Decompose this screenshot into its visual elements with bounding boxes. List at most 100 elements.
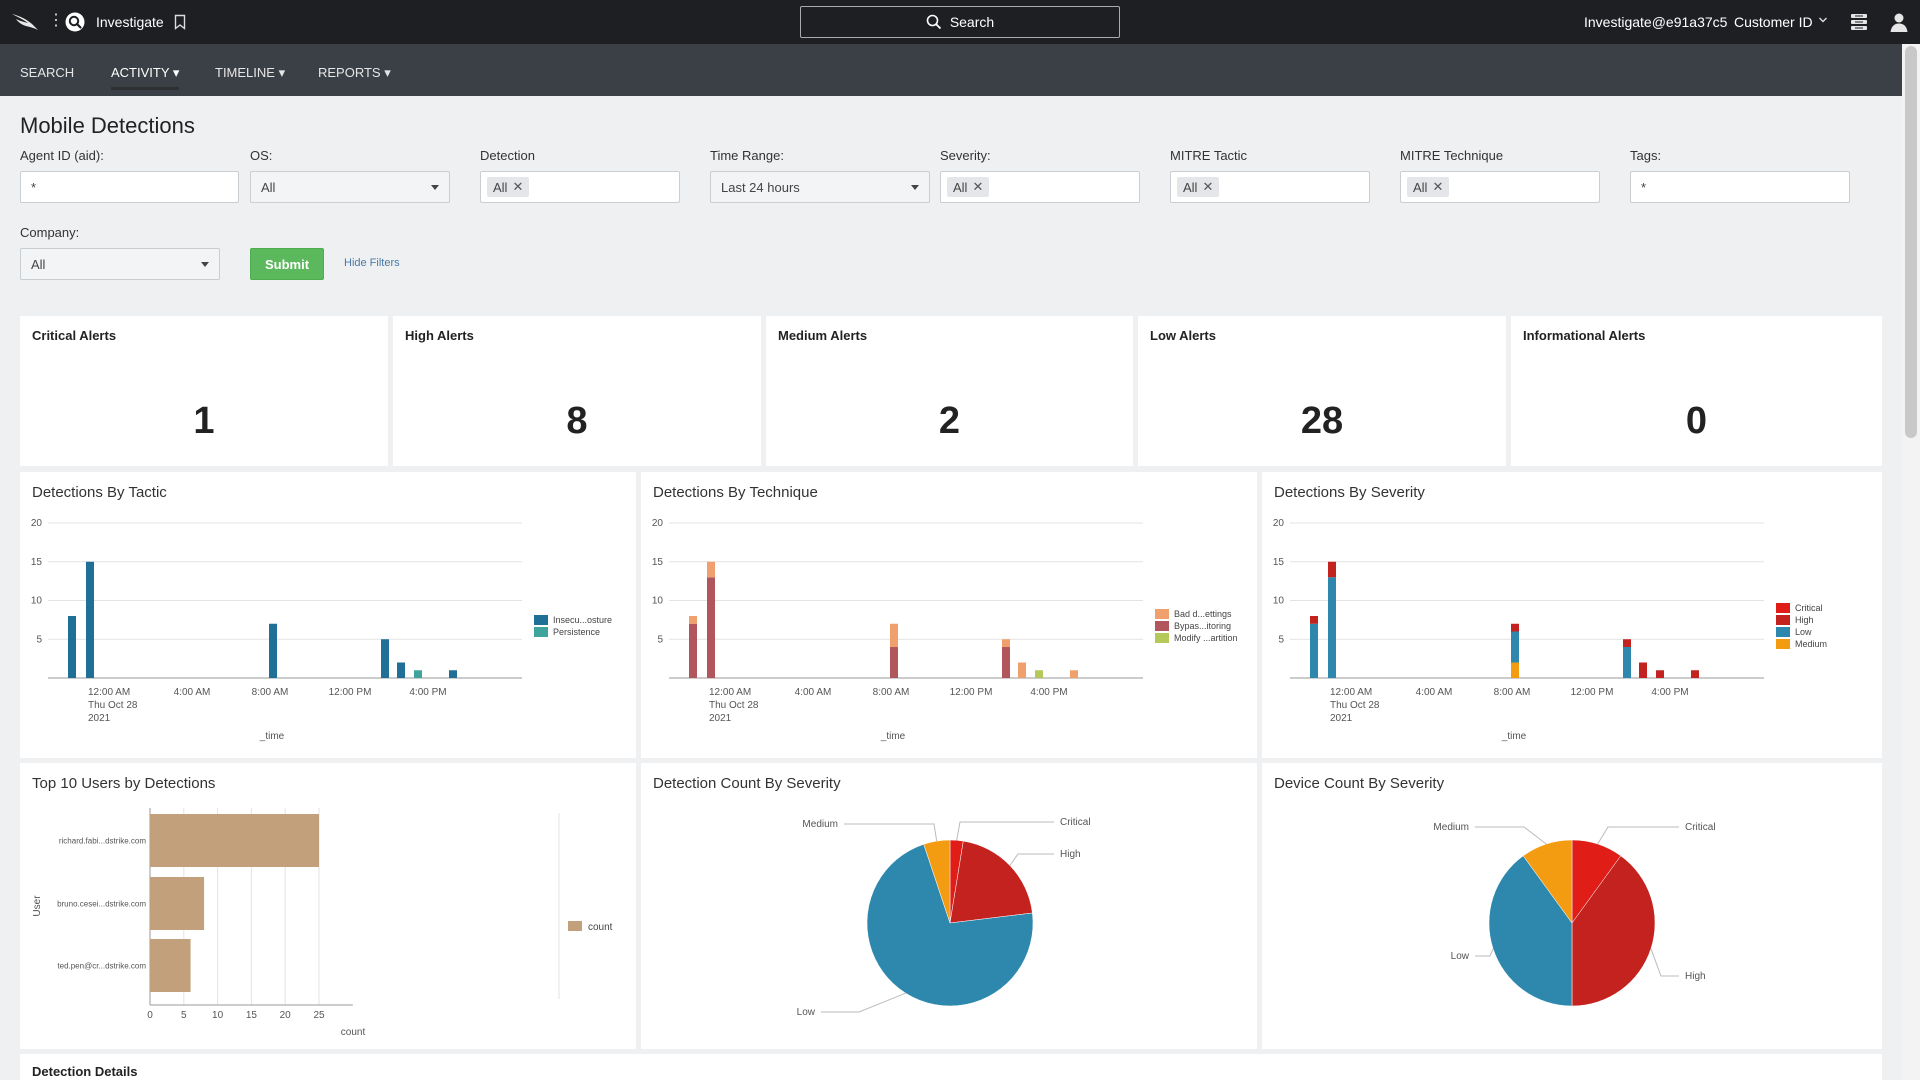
x-tick-label: 4:00 AM <box>174 687 211 698</box>
legend-swatch <box>1776 603 1790 613</box>
nav-activity[interactable]: ACTIVITY ▾ <box>111 65 180 90</box>
detections-by-technique-chart[interactable]: 5 10 15 20 12:00 AM Thu Oct 28 2021 4:00 AM 8:00… <box>641 472 1257 758</box>
x-tick-label: 5 <box>181 1010 187 1021</box>
severity-token[interactable]: All ✕ <box>947 177 990 197</box>
low-alerts-card[interactable]: Low Alerts 28 <box>1138 316 1506 466</box>
time-range-dropdown[interactable]: Last 24 hours <box>710 171 930 203</box>
bar-segment <box>1623 639 1631 647</box>
user-account[interactable]: Investigate@e91a37c5 <box>1584 14 1728 30</box>
remove-token-icon[interactable]: ✕ <box>972 179 984 194</box>
pie-label: Low <box>1451 951 1470 962</box>
token-label: All <box>493 179 508 195</box>
x-tick-label: 8:00 AM <box>873 687 910 698</box>
bar-segment <box>1002 639 1010 647</box>
user-bar <box>150 814 319 867</box>
legend-swatch <box>568 921 582 931</box>
time-range-label: Time Range: <box>710 148 784 163</box>
app-title: Investigate <box>96 14 164 30</box>
card-title: Low Alerts <box>1150 328 1216 343</box>
x-tick-label: 12:00 PM <box>950 687 993 698</box>
nav-search[interactable]: SEARCH <box>20 65 75 80</box>
detection-multiselect[interactable]: All ✕ <box>480 171 680 203</box>
bar-segment <box>1511 662 1519 678</box>
remove-token-icon[interactable]: ✕ <box>512 179 524 194</box>
bar-segment <box>449 670 457 678</box>
card-value: 0 <box>1685 400 1708 442</box>
critical-alerts-card[interactable]: Critical Alerts 1 <box>20 316 388 466</box>
global-search-button[interactable]: Search <box>800 6 1120 38</box>
stacked-layers-icon[interactable] <box>1849 12 1869 32</box>
page-title: Mobile Detections <box>20 113 195 138</box>
detection-token[interactable]: All ✕ <box>487 177 530 197</box>
os-dropdown[interactable]: All <box>250 171 450 203</box>
company-dropdown[interactable]: All <box>20 248 220 280</box>
remove-token-icon[interactable]: ✕ <box>1432 179 1444 194</box>
mitre-tactic-token[interactable]: All ✕ <box>1177 177 1220 197</box>
mitre-technique-multiselect[interactable]: All ✕ <box>1400 171 1600 203</box>
x-tick-label: 4:00 PM <box>1651 687 1688 698</box>
pie-leader-line <box>844 823 938 842</box>
bar-segment <box>1035 670 1043 678</box>
y-tick-label: 5 <box>657 634 663 645</box>
top-bar: ⋮ Investigate Search Investigate@e91a37c… <box>0 0 1920 44</box>
falcon-logo-icon[interactable] <box>10 10 40 32</box>
bar-segment <box>269 623 277 678</box>
panel-title: Detection Count By Severity <box>653 775 841 792</box>
x-tick-label: 12:00 AM Thu Oct 28 2021 <box>88 687 138 724</box>
mitre-technique-label: MITRE Technique <box>1400 148 1504 163</box>
agent-id-input[interactable]: * <box>20 171 239 203</box>
card-title: Informational Alerts <box>1523 328 1646 343</box>
card-value: 8 <box>566 400 588 442</box>
kebab-menu-icon[interactable]: ⋮ <box>48 12 64 29</box>
nav-reports[interactable]: REPORTS ▾ <box>318 65 391 80</box>
bookmark-icon[interactable] <box>174 14 186 30</box>
nav-timeline[interactable]: TIMELINE ▾ <box>215 65 286 80</box>
pie-label: Critical <box>1060 817 1091 828</box>
device-count-pie[interactable]: Critical High Low Medium <box>1262 763 1882 1049</box>
detection-count-pie[interactable]: Critical High Low Medium <box>641 763 1257 1049</box>
pie-leader-line <box>1597 826 1679 845</box>
pie-slice <box>1522 839 1573 924</box>
hide-filters-link[interactable]: Hide Filters <box>344 257 400 269</box>
high-alerts-card[interactable]: High Alerts 8 <box>393 316 761 466</box>
scrollbar-thumb[interactable] <box>1905 46 1917 438</box>
customer-id-selector[interactable]: Customer ID <box>1734 14 1813 30</box>
remove-token-icon[interactable]: ✕ <box>1202 179 1214 194</box>
card-value: 28 <box>1300 400 1344 442</box>
detections-by-severity-chart[interactable]: 5 10 15 20 12:00 AM Thu Oct 28 2021 4:00 AM 8:00… <box>1262 472 1882 758</box>
bar-segment <box>414 670 422 678</box>
company-value: All <box>31 257 46 272</box>
legend-label: High <box>1795 615 1814 625</box>
chevron-down-icon[interactable] <box>1818 15 1828 25</box>
top-users-panel: Top 10 Users by Detections 0 5 10 15 20 25 ric… <box>20 763 636 1049</box>
tags-input[interactable]: * <box>1630 171 1850 203</box>
top-users-chart[interactable]: 0 5 10 15 20 25 richard.fabi...dstrike.com brun… <box>20 763 636 1049</box>
token-label: All <box>953 179 968 195</box>
bar-segment <box>1070 670 1078 678</box>
detections-by-technique-panel: Detections By Technique 5 10 15 20 12:00 AM T… <box>641 472 1257 758</box>
page-scrollbar[interactable] <box>1902 44 1920 1080</box>
bar-segment <box>1511 623 1519 632</box>
panel-title: Detections By Technique <box>653 484 818 501</box>
mitre-tactic-multiselect[interactable]: All ✕ <box>1170 171 1370 203</box>
device-count-panel: Device Count By Severity Critical High Low… <box>1262 763 1882 1049</box>
informational-alerts-card[interactable]: Informational Alerts 0 <box>1511 316 1882 466</box>
pie-label: Low <box>797 1007 816 1018</box>
legend-swatch <box>534 627 548 637</box>
y-tick-label: 20 <box>1273 518 1285 529</box>
bar-segment <box>1639 662 1647 678</box>
bar-segment <box>1656 670 1664 678</box>
medium-alerts-card[interactable]: Medium Alerts 2 <box>766 316 1133 466</box>
x-axis-title: _time <box>1501 731 1527 742</box>
x-tick-label: 12:00 AM Thu Oct 28 2021 <box>709 687 759 724</box>
user-bar <box>150 939 191 992</box>
detections-by-tactic-chart[interactable]: 5 10 15 20 12:00 AM Thu Oct 28 2021 4:00 AM 8:00… <box>20 472 636 758</box>
panel-title: Detections By Severity <box>1274 484 1425 501</box>
submit-button[interactable]: Submit <box>250 248 324 280</box>
y-tick-label: 20 <box>652 518 664 529</box>
user-profile-icon[interactable] <box>1888 11 1910 33</box>
mitre-technique-token[interactable]: All ✕ <box>1407 177 1450 197</box>
legend-swatch <box>1776 627 1790 637</box>
panel-title: Top 10 Users by Detections <box>32 775 216 792</box>
severity-multiselect[interactable]: All ✕ <box>940 171 1140 203</box>
